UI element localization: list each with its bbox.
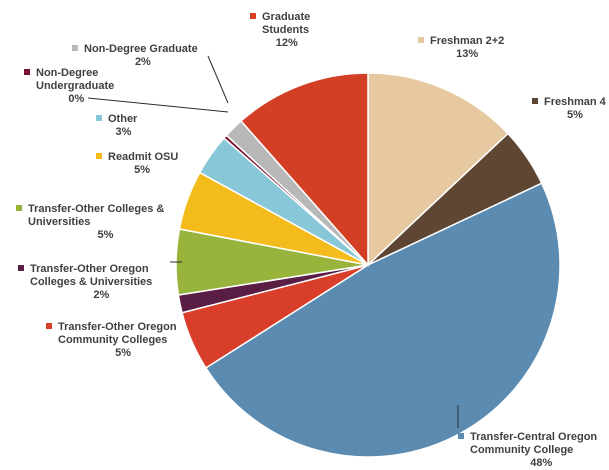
slice-label-5: Transfer-Other Colleges &Universities 5% (16, 203, 164, 241)
slice-label-marker-3 (46, 323, 52, 329)
slice-label-pct-1: 5% (567, 109, 583, 121)
slice-label-marker-7 (96, 115, 102, 121)
slice-label-text-3-0: Transfer-Other Oregon (58, 321, 177, 333)
leader-line-9 (207, 55, 229, 104)
slice-label-text-8-1: Undergraduate (36, 80, 114, 92)
slice-label-text-8-0: Non-Degree (36, 67, 98, 79)
slice-label-pct-9: 2% (135, 56, 151, 68)
slice-label-text-5-1: Universities (28, 216, 90, 228)
slice-label-marker-2 (458, 433, 464, 439)
slice-label-pct-5: 5% (98, 229, 114, 241)
slice-label-marker-6 (96, 153, 102, 159)
slice-label-text-1-0: Freshman 4 (544, 96, 607, 108)
leaders-layer (87, 55, 459, 428)
slice-label-text-9-0: Non-Degree Graduate (84, 43, 198, 55)
slice-label-text-10-1: Students (262, 24, 309, 36)
slice-label-text-0-0: Freshman 2+2 (430, 35, 504, 47)
slice-label-text-3-1: Community Colleges (58, 334, 167, 346)
labels-layer: Freshman 2+213%Freshman 45%Transfer-Cent… (16, 11, 607, 469)
slice-label-pct-6: 5% (134, 164, 150, 176)
slice-label-marker-5 (16, 205, 22, 211)
slice-label-marker-0 (418, 37, 424, 43)
slice-label-marker-9 (72, 45, 78, 51)
slice-label-text-6-0: Readmit OSU (108, 151, 178, 163)
pie-slice-0 (367, 72, 510, 267)
slice-label-text-5-0: Transfer-Other Colleges & (28, 203, 164, 215)
slice-label-pct-10: 12% (276, 37, 298, 49)
slice-label-text-4-1: Colleges & Universities (30, 276, 152, 288)
slice-label-text-10-0: Graduate (262, 11, 310, 23)
slice-label-pct-4: 2% (93, 289, 109, 301)
slice-label-marker-8 (24, 69, 30, 75)
slice-label-pct-2: 48% (530, 457, 552, 469)
slice-label-marker-10 (250, 13, 256, 19)
slice-label-text-2-1: Community College (470, 444, 573, 456)
slice-label-pct-3: 5% (115, 347, 131, 359)
leader-line-8 (87, 97, 229, 113)
slice-label-0: Freshman 2+213% (418, 35, 504, 60)
slice-label-text-2-0: Transfer-Central Oregon (470, 431, 597, 443)
slice-label-text-7-0: Other (108, 113, 138, 125)
slices-layer (175, 72, 561, 458)
slice-label-pct-7: 3% (116, 126, 132, 138)
pie-slice-10 (239, 72, 369, 267)
slice-label-pct-8: 0% (68, 93, 84, 105)
slice-label-1: Freshman 45% (532, 96, 607, 121)
slice-label-marker-4 (18, 265, 24, 271)
slice-label-marker-1 (532, 98, 538, 104)
slice-label-text-4-0: Transfer-Other Oregon (30, 263, 149, 275)
slice-label-pct-0: 13% (456, 48, 478, 60)
